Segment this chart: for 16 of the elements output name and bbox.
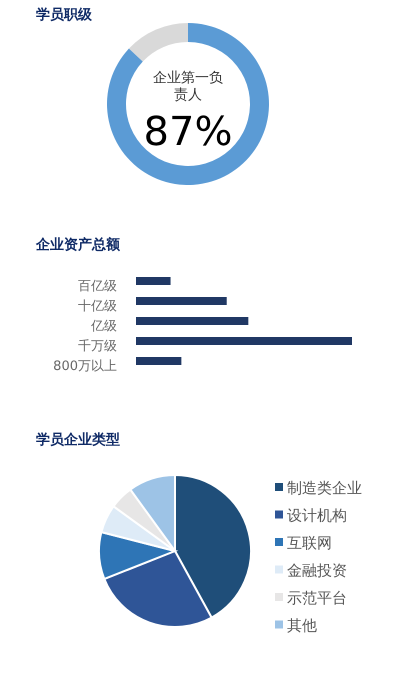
y-tick-label: 百亿级 bbox=[78, 279, 117, 294]
slice-label: 企业第一负责人 bbox=[153, 70, 223, 103]
data-label: 87% bbox=[144, 109, 232, 155]
y-tick-label: 千万级 bbox=[78, 339, 117, 354]
y-tick-label: 亿级 bbox=[90, 319, 117, 334]
legend-label: 设计机构 bbox=[287, 506, 347, 524]
chart-title: 学员职级 bbox=[36, 7, 93, 23]
chart-title: 企业资产总额 bbox=[35, 236, 121, 253]
legend-label: 其他 bbox=[287, 616, 317, 634]
y-tick-label: 十亿级 bbox=[78, 299, 117, 314]
chart-title: 学员企业类型 bbox=[36, 432, 120, 448]
legend-label: 示范平台 bbox=[287, 589, 347, 607]
legend-label: 金融投资 bbox=[287, 562, 347, 580]
y-tick-label: 800万以上 bbox=[53, 359, 117, 374]
legend-label: 互联网 bbox=[287, 534, 332, 552]
legend-label: 制造类企业 bbox=[287, 479, 362, 497]
